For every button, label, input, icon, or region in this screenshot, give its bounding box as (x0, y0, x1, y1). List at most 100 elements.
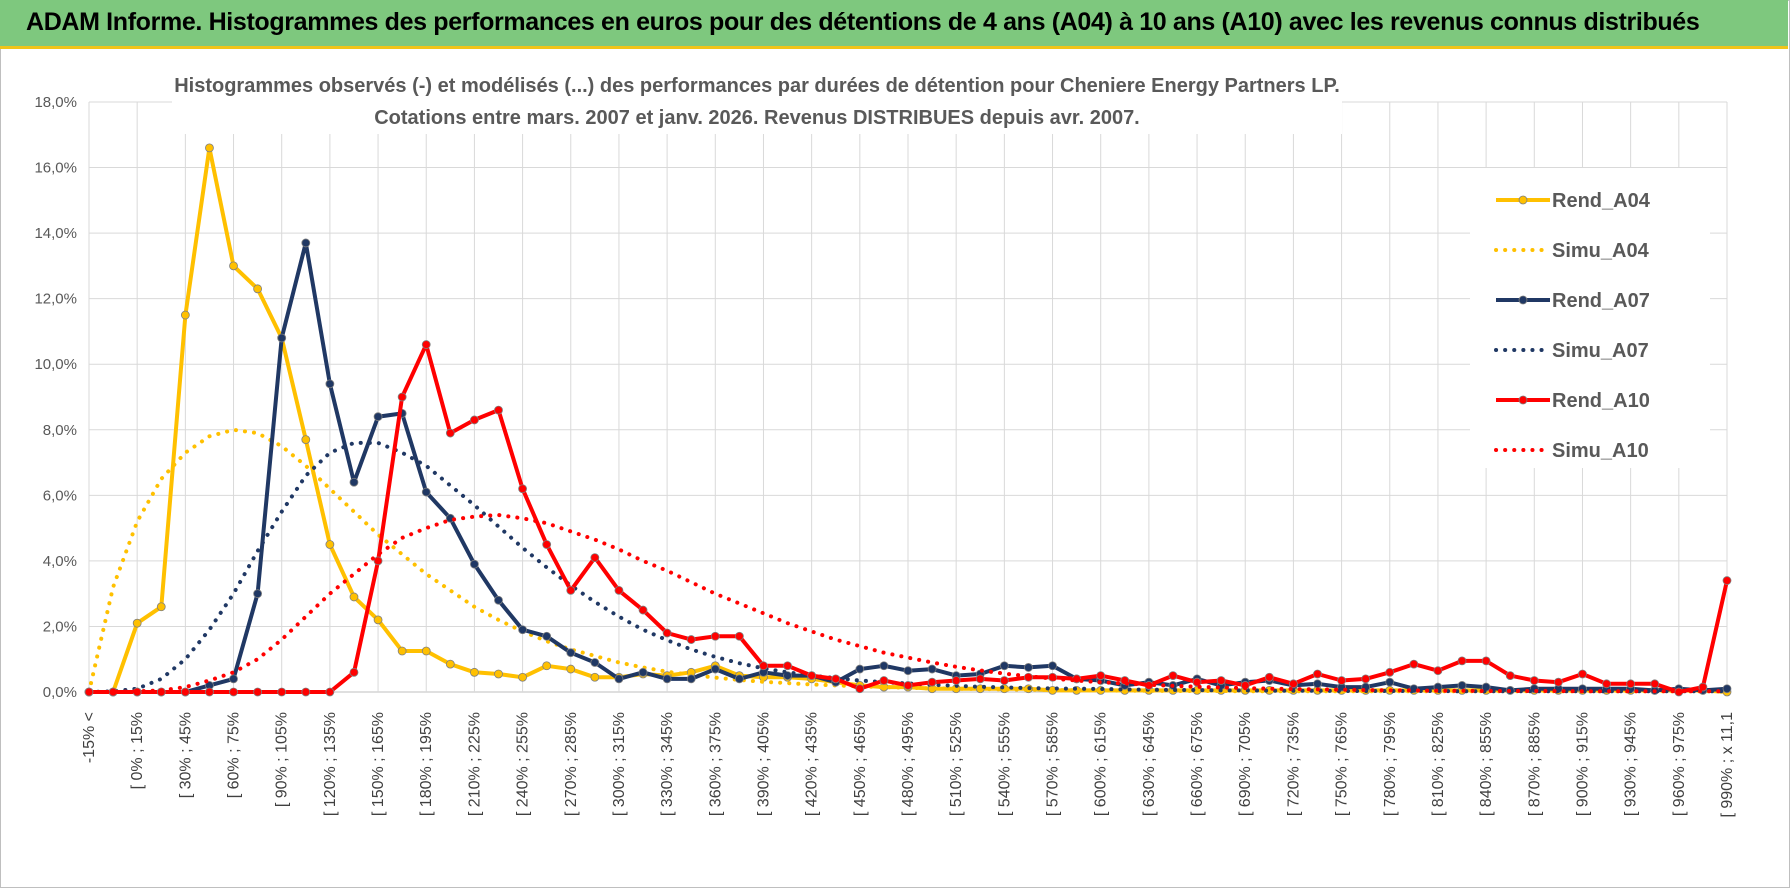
data-point (1578, 669, 1587, 679)
x-tick-label: -15% < (81, 712, 98, 763)
legend-label: Rend_A04 (1552, 190, 1651, 212)
data-point (1553, 677, 1563, 687)
y-tick-label: 6,0% (43, 487, 77, 504)
x-tick-label: [ 660% ; 675% (1189, 712, 1206, 816)
data-point (470, 415, 479, 425)
data-point (734, 674, 744, 684)
x-tick-label: [ 240% ; 255% (515, 712, 532, 816)
legend-label: Simu_A07 (1552, 340, 1649, 362)
x-tick-label: [ 870% ; 885% (1526, 712, 1543, 816)
data-point (325, 379, 335, 389)
data-point (325, 687, 335, 697)
data-point (277, 333, 287, 343)
chart-subtitle: Cotations entre mars. 2007 et janv. 2026… (374, 107, 1140, 129)
data-point (180, 310, 190, 320)
x-tick-label: [ 600% ; 615% (1093, 712, 1110, 816)
legend-marker (1518, 395, 1528, 405)
data-point (614, 585, 624, 595)
data-point (156, 602, 166, 612)
data-point (253, 687, 263, 697)
data-point (783, 671, 792, 681)
data-point (951, 676, 961, 685)
data-point (1168, 671, 1178, 681)
legend-item-rend-a07: Rend_A07 (1496, 290, 1650, 312)
data-point (1722, 576, 1732, 585)
data-point (662, 628, 672, 638)
data-point (494, 669, 503, 679)
data-point (542, 540, 552, 549)
data-point (132, 618, 142, 628)
data-point (542, 631, 552, 641)
data-point (1024, 663, 1033, 672)
x-tick-label: [ 330% ; 345% (659, 712, 676, 816)
x-tick-label: [ 480% ; 495% (900, 712, 917, 816)
data-point (421, 340, 431, 349)
data-point (1313, 679, 1322, 689)
data-point (1457, 681, 1467, 690)
data-point (710, 631, 720, 641)
data-point (397, 646, 407, 656)
data-point (1385, 667, 1395, 677)
data-point (397, 392, 407, 402)
data-point (253, 284, 263, 294)
chart-title-box: Histogrammes observés (-) et modélisés (… (172, 68, 1342, 134)
legend-label: Simu_A04 (1552, 240, 1650, 262)
report-title: ADAM Informe. Histogrammes des performan… (26, 8, 1700, 36)
data-point (445, 659, 455, 669)
y-tick-label: 18,0% (34, 94, 77, 111)
data-point (470, 559, 479, 569)
data-point (1505, 671, 1515, 681)
data-point (349, 667, 359, 677)
data-point (1722, 684, 1732, 694)
data-point (975, 674, 985, 684)
x-axis-ticks: -15% < [ 0% ; 15% [ 30% ; 45% [ 60% ; 75% [ … (81, 712, 1736, 818)
x-tick-label: [ 840% ; 855% (1478, 712, 1495, 816)
data-point (590, 553, 600, 563)
data-point (373, 615, 383, 625)
data-point (1650, 679, 1660, 689)
legend-item-rend-a04: Rend_A04 (1496, 190, 1651, 212)
data-point (1289, 679, 1298, 689)
data-point (638, 667, 648, 677)
x-tick-label: [ 930% ; 945% (1623, 712, 1640, 816)
data-point (903, 666, 913, 676)
x-tick-label: [ 360% ; 375% (707, 712, 724, 816)
x-tick-label: [ 990% ; x 11,1 (1719, 712, 1736, 818)
data-point (807, 671, 817, 681)
data-point (710, 664, 720, 674)
legend-label: Rend_A10 (1552, 390, 1650, 412)
x-tick-label: [ 540% ; 555% (996, 712, 1013, 816)
x-tick-label: [ 900% ; 915% (1574, 712, 1591, 816)
data-point (566, 648, 576, 658)
report-header: ADAM Informe. Histogrammes des performan… (0, 0, 1788, 49)
data-point (566, 585, 576, 595)
x-tick-label: [ 60% ; 75% (226, 712, 243, 798)
data-point (879, 676, 889, 685)
x-tick-label: [ 270% ; 285% (563, 712, 580, 816)
legend-label: Simu_A10 (1552, 440, 1649, 462)
data-point (686, 635, 696, 644)
x-tick-label: [ 30% ; 45% (177, 712, 194, 798)
data-point (518, 484, 527, 494)
data-point (494, 405, 503, 415)
data-point (277, 687, 287, 697)
y-tick-label: 12,0% (34, 291, 77, 308)
data-point (999, 661, 1009, 671)
x-tick-label: [ 630% ; 645% (1141, 712, 1158, 816)
data-point (1192, 677, 1202, 687)
x-tick-label: [ 720% ; 735% (1285, 712, 1302, 816)
data-point (1457, 656, 1467, 666)
data-point (1264, 672, 1274, 682)
data-point (734, 631, 744, 641)
data-point (1481, 656, 1491, 666)
x-tick-label: [ 690% ; 705% (1237, 712, 1254, 816)
data-point (301, 435, 311, 445)
data-point (1626, 679, 1636, 689)
data-point (421, 487, 431, 497)
x-tick-label: [ 210% ; 225% (466, 712, 483, 816)
x-tick-label: [ 750% ; 765% (1334, 712, 1351, 816)
x-tick-label: [ 0% ; 15% (129, 712, 146, 789)
data-point (590, 672, 600, 682)
y-tick-label: 16,0% (34, 160, 77, 177)
